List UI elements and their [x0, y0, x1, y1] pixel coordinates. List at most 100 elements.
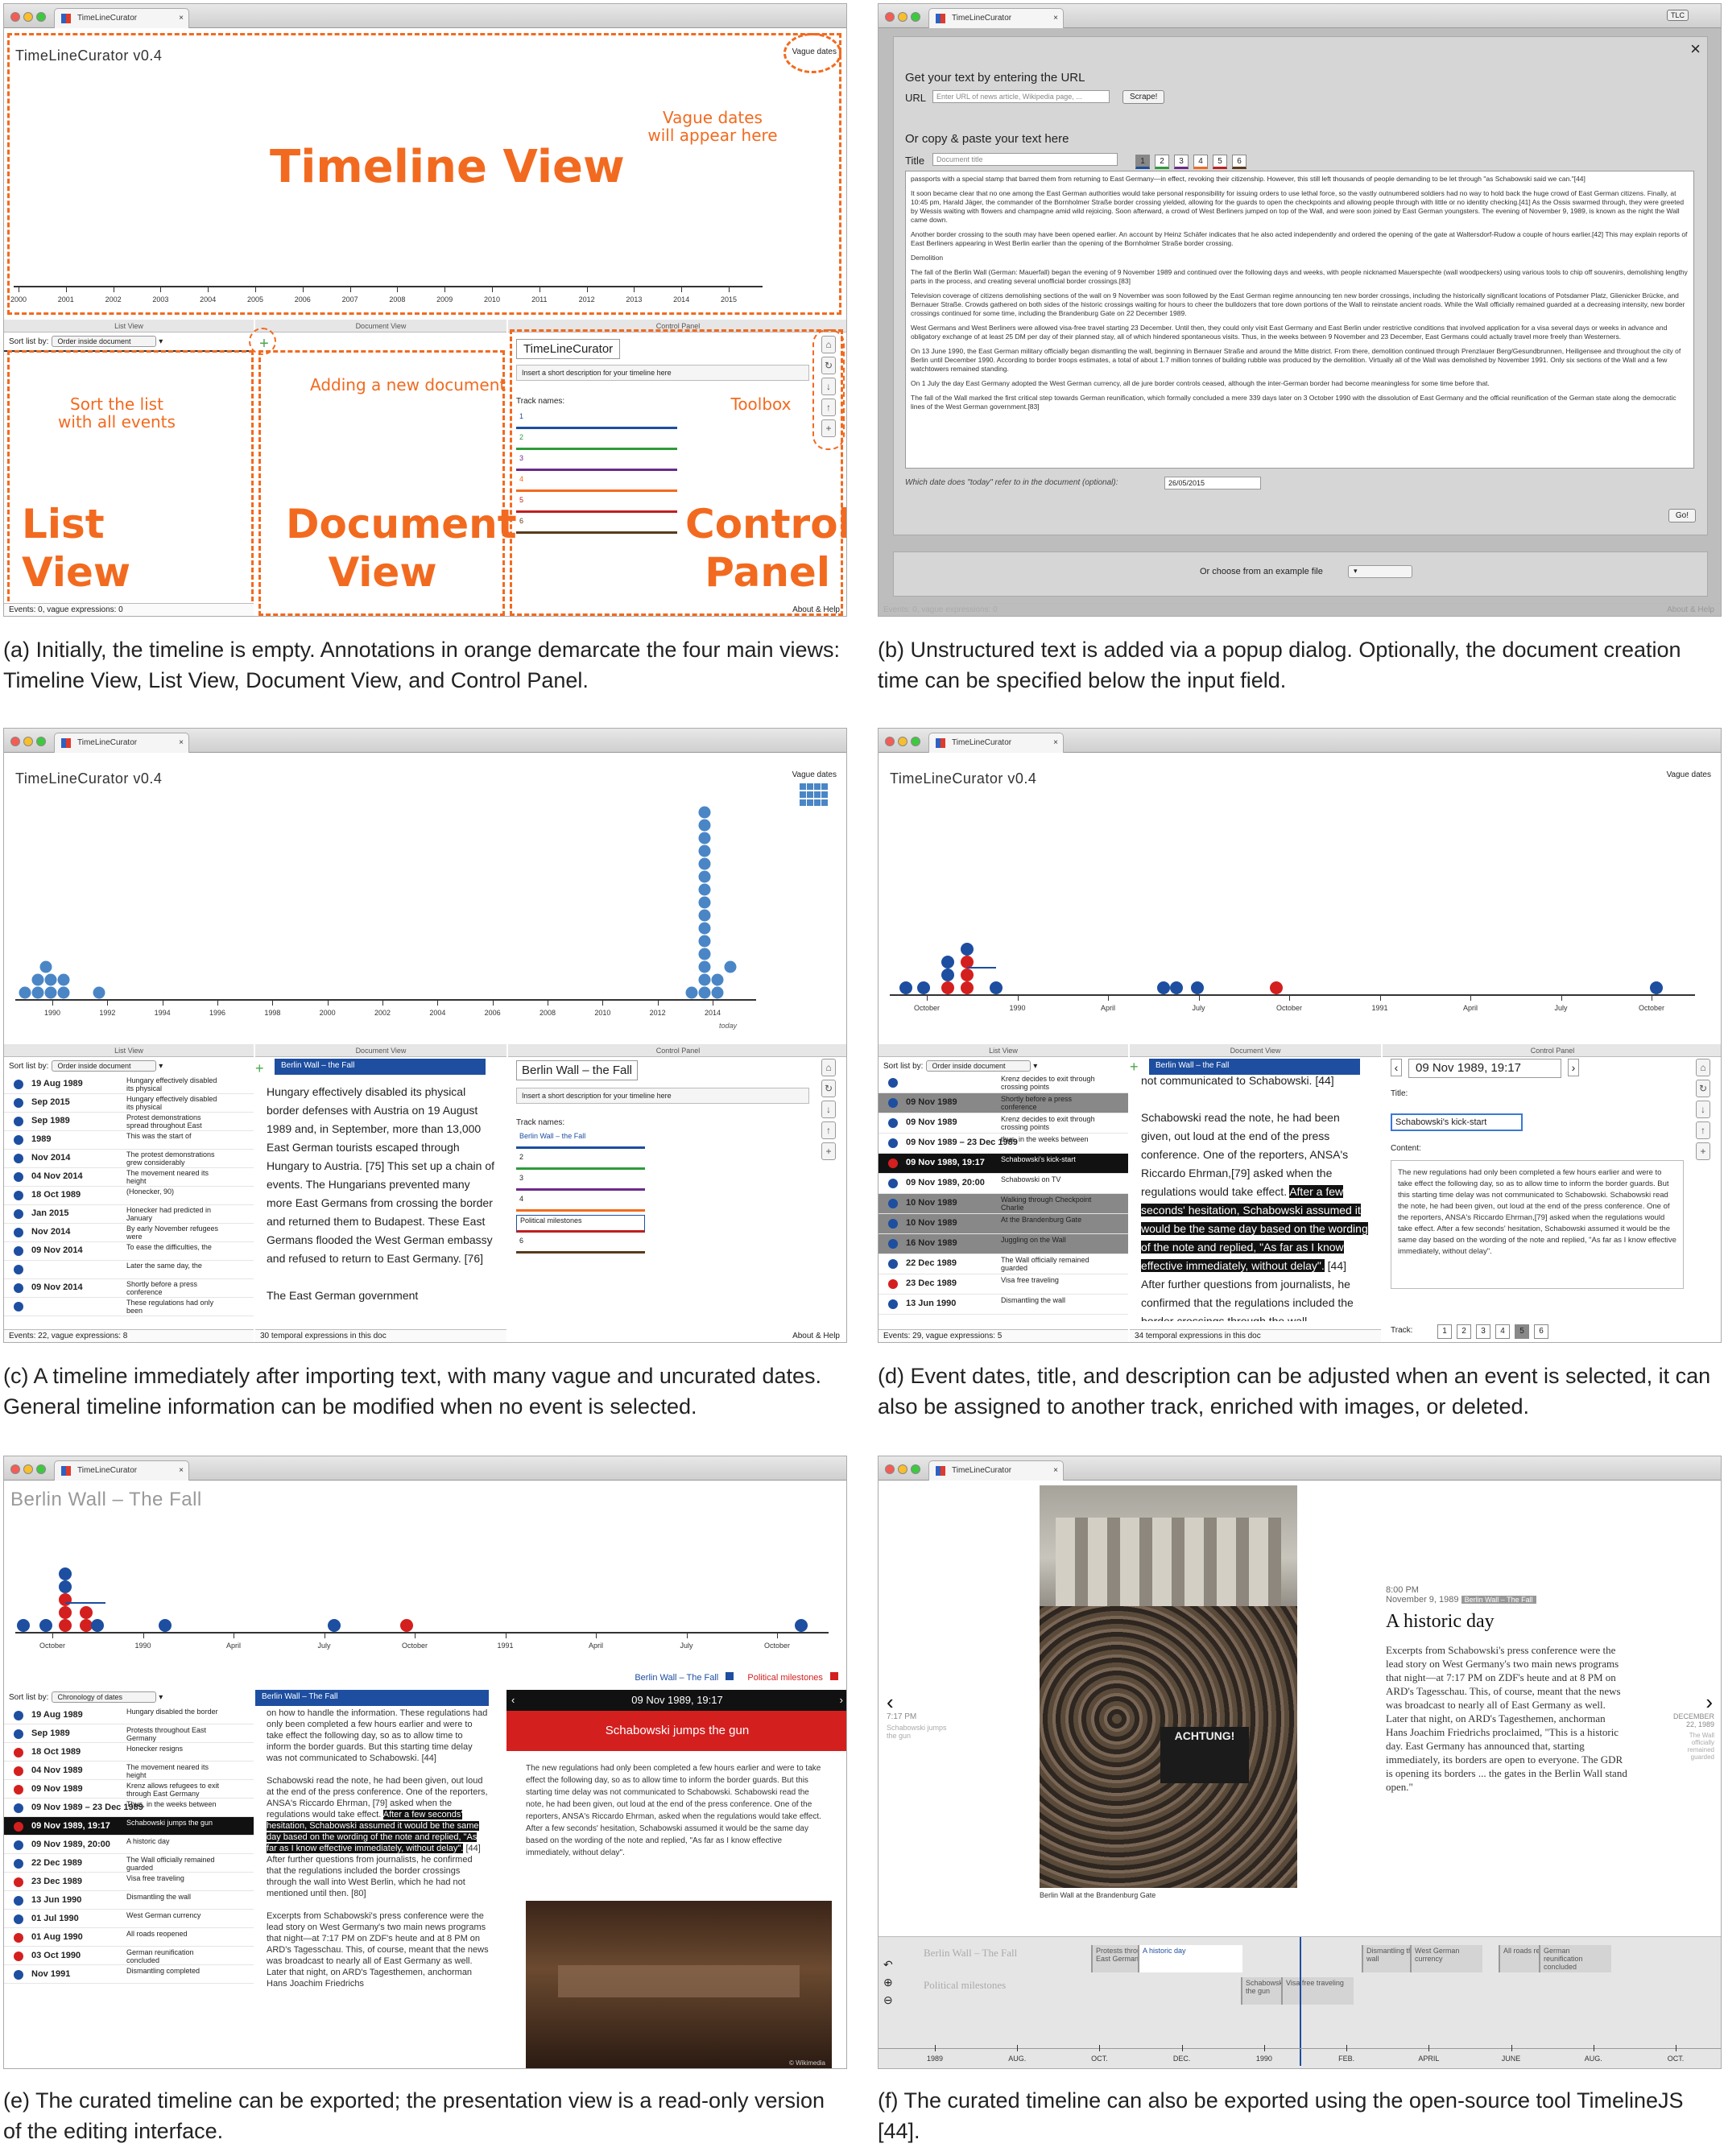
vague-date-square[interactable]: [814, 791, 821, 798]
event-dot[interactable]: [711, 986, 724, 999]
chevron-right-icon[interactable]: ›: [1568, 1059, 1579, 1076]
event-dot[interactable]: [941, 956, 954, 969]
about-link[interactable]: About & Help: [792, 1332, 840, 1340]
track-item[interactable]: 1: [516, 411, 677, 429]
timeline-description-field[interactable]: Insert a short description for your time…: [516, 365, 809, 381]
event-dot[interactable]: [59, 1619, 72, 1632]
back-icon[interactable]: ↶: [883, 1958, 893, 1971]
vague-date-square[interactable]: [800, 783, 806, 790]
event-dot[interactable]: [698, 986, 711, 999]
list-item[interactable]: Nov 2014 By early November refugees were: [4, 1223, 254, 1242]
add-icon[interactable]: +: [821, 1142, 836, 1160]
event-dot[interactable]: [698, 909, 711, 922]
track-button[interactable]: 3: [1174, 155, 1189, 169]
upload-icon[interactable]: ↑: [821, 399, 836, 416]
track-item[interactable]: 6: [516, 1236, 645, 1254]
next-slide-icon[interactable]: ›: [1705, 1690, 1713, 1714]
sort-select[interactable]: Order inside document: [52, 336, 157, 347]
track-button[interactable]: 1: [1135, 155, 1150, 169]
chevron-down-icon[interactable]: ▾: [159, 337, 163, 346]
download-icon[interactable]: ↓: [821, 378, 836, 395]
list-item[interactable]: These regulations had only been: [4, 1297, 254, 1316]
upload-icon[interactable]: ↑: [821, 1121, 836, 1139]
list-item[interactable]: 23 Dec 1989 Visa free traveling: [879, 1274, 1128, 1295]
event-dot[interactable]: [961, 943, 974, 956]
timeline-description-field[interactable]: Insert a short description for your time…: [516, 1088, 809, 1104]
window-controls[interactable]: [885, 1464, 924, 1478]
close-icon[interactable]: ×: [1053, 1466, 1058, 1475]
event-dot[interactable]: [44, 986, 57, 999]
event-dot[interactable]: [698, 857, 711, 870]
chevron-down-icon[interactable]: ▾: [1033, 1062, 1038, 1071]
vague-date-square[interactable]: [807, 799, 813, 806]
window-controls[interactable]: [885, 736, 924, 750]
event-dot[interactable]: [698, 832, 711, 845]
scrape-button[interactable]: Scrape!: [1122, 90, 1165, 104]
browser-tab[interactable]: TimeLineCurator ×: [928, 1460, 1064, 1481]
vague-dates-cluster[interactable]: [800, 783, 829, 812]
event-dot[interactable]: [899, 981, 912, 994]
document-tab[interactable]: Berlin Wall – The Fall: [255, 1690, 489, 1706]
list-item[interactable]: Sep 2015 Hungary effectively disabled its…: [4, 1093, 254, 1113]
track-button[interactable]: 5: [1515, 1324, 1529, 1339]
title-input[interactable]: Document title: [932, 153, 1118, 166]
list-item[interactable]: 13 Jun 1990 Dismantling the wall: [879, 1295, 1128, 1315]
track-item[interactable]: 4: [516, 1194, 645, 1212]
list-item[interactable]: 04 Nov 1989 The movement neared its heigh…: [4, 1762, 254, 1780]
track-item[interactable]: 6: [516, 516, 677, 534]
home-icon[interactable]: ⌂: [821, 336, 836, 353]
track-button[interactable]: 4: [1193, 155, 1208, 169]
event-dot[interactable]: [59, 1606, 72, 1619]
track-item[interactable]: 3: [516, 1173, 645, 1191]
add-icon[interactable]: +: [1696, 1142, 1710, 1160]
track-item[interactable]: 3: [516, 453, 677, 471]
list-item[interactable]: 01 Jul 1990 West German currency: [4, 1910, 254, 1928]
event-content-field[interactable]: The new regulations had only been comple…: [1391, 1160, 1684, 1289]
track-item[interactable]: 5: [516, 495, 677, 513]
refresh-icon[interactable]: ↻: [821, 1080, 836, 1097]
event-dot[interactable]: [711, 973, 724, 986]
chevron-down-icon[interactable]: ▾: [159, 1693, 163, 1702]
event-dot[interactable]: [917, 981, 930, 994]
event-dot[interactable]: [961, 969, 974, 981]
event-dot[interactable]: [59, 1593, 72, 1606]
vague-date-square[interactable]: [800, 799, 806, 806]
track-button[interactable]: 6: [1534, 1324, 1548, 1339]
track-button[interactable]: 3: [1476, 1324, 1490, 1339]
add-document-icon[interactable]: +: [255, 1060, 264, 1076]
event-dot[interactable]: [698, 819, 711, 832]
event-dot[interactable]: [39, 1619, 52, 1632]
list-item[interactable]: 03 Oct 1990 German reunification conclude…: [4, 1947, 254, 1965]
list-item[interactable]: 09 Nov 1989 Krenz decides to exit through…: [879, 1113, 1128, 1134]
event-dot[interactable]: [44, 973, 57, 986]
chevron-left-icon[interactable]: ‹: [1391, 1059, 1402, 1076]
text-input-area[interactable]: passports with a special stamp that barr…: [905, 171, 1694, 469]
list-item[interactable]: 09 Nov 1989 – 23 Dec 1989 Thus, in the we…: [4, 1799, 254, 1817]
event-title-field[interactable]: Schabowski's kick-start: [1391, 1113, 1523, 1131]
event-dot[interactable]: [795, 1619, 808, 1632]
event-dot[interactable]: [1270, 981, 1283, 994]
event-dot[interactable]: [1650, 981, 1663, 994]
home-icon[interactable]: ⌂: [1696, 1059, 1710, 1076]
chevron-right-icon[interactable]: ›: [839, 1694, 843, 1706]
event-dot[interactable]: [31, 986, 44, 999]
window-controls[interactable]: [10, 1464, 49, 1478]
track-button[interactable]: 2: [1155, 155, 1169, 169]
list-item[interactable]: 09 Nov 1989, 20:00 Schabowski on TV: [879, 1174, 1128, 1194]
event-dot[interactable]: [698, 973, 711, 986]
list-item[interactable]: Nov 2014 The protest demonstrations grew …: [4, 1149, 254, 1168]
example-select[interactable]: ▾: [1348, 565, 1412, 578]
close-icon[interactable]: ×: [179, 14, 184, 23]
url-input[interactable]: Enter URL of news article, Wikipedia pag…: [932, 90, 1110, 103]
zoom-out-icon[interactable]: ⊖: [883, 1993, 893, 2006]
event-dot[interactable]: [698, 948, 711, 960]
event-dot[interactable]: [698, 870, 711, 883]
vague-date-square[interactable]: [821, 783, 828, 790]
list-item[interactable]: Sep 1989 Protest demonstrations spread th…: [4, 1112, 254, 1131]
list-item[interactable]: 04 Nov 2014 The movement neared its heigh…: [4, 1167, 254, 1187]
track-button[interactable]: 5: [1213, 155, 1227, 169]
close-dialog-icon[interactable]: ×: [1690, 39, 1701, 59]
timenav-marker[interactable]: German reunification concluded: [1539, 1945, 1611, 1972]
list-item[interactable]: 22 Dec 1989 The Wall officially remained …: [879, 1254, 1128, 1274]
event-dot[interactable]: [1170, 981, 1183, 994]
